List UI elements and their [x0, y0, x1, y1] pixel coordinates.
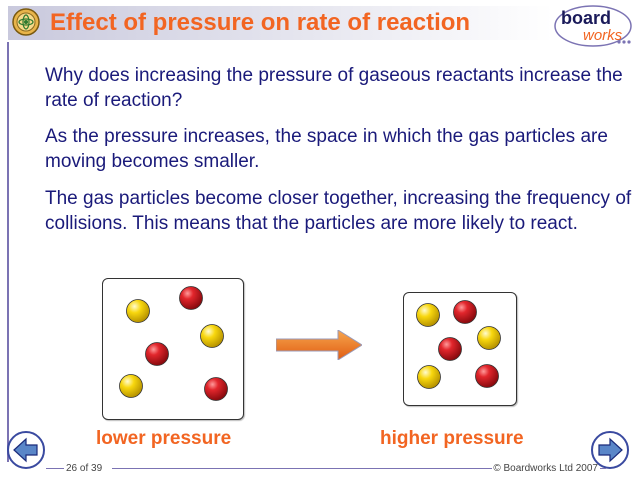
particle-yellow — [416, 303, 440, 327]
footer-rule-left — [46, 468, 64, 469]
lower-pressure-label: lower pressure — [96, 428, 232, 449]
question-paragraph: Why does increasing the pressure of gase… — [45, 65, 623, 111]
particle-red — [475, 364, 499, 388]
slide-frame-left — [7, 42, 9, 462]
logo-word-board: board — [561, 8, 611, 28]
particle-yellow — [119, 374, 143, 398]
copyright: © Boardworks Ltd 2007 — [493, 463, 598, 474]
page-number: 26 of 39 — [66, 463, 103, 474]
particle-red — [145, 342, 169, 366]
particle-yellow — [126, 299, 150, 323]
footer-rule-middle — [112, 468, 492, 469]
next-arrow-icon[interactable] — [590, 430, 630, 470]
particle-red — [453, 300, 477, 324]
lower-pressure-container — [102, 278, 244, 420]
particle-red — [179, 286, 203, 310]
arrow-right-icon — [276, 330, 362, 360]
explanation-paragraph-2: The gas particles become closer together… — [45, 188, 632, 234]
particle-red — [204, 377, 228, 401]
title-bar — [8, 6, 553, 40]
particle-yellow — [417, 365, 441, 389]
board-works-logo: board works — [554, 5, 632, 47]
logo-word-works: works — [583, 27, 623, 44]
particle-yellow — [200, 324, 224, 348]
explanation-paragraph-1: As the pressure increases, the space in … — [45, 126, 608, 172]
prev-arrow-icon[interactable] — [6, 430, 46, 470]
higher-pressure-label: higher pressure — [380, 428, 524, 449]
higher-pressure-container — [403, 292, 517, 406]
particle-yellow — [477, 326, 501, 350]
page-title: Effect of pressure on rate of reaction — [50, 9, 471, 36]
slide-header: Effect of pressure on rate of reaction b… — [0, 0, 638, 47]
atom-icon — [12, 8, 40, 36]
particle-red — [438, 337, 462, 361]
footer-rule-right — [600, 468, 606, 469]
